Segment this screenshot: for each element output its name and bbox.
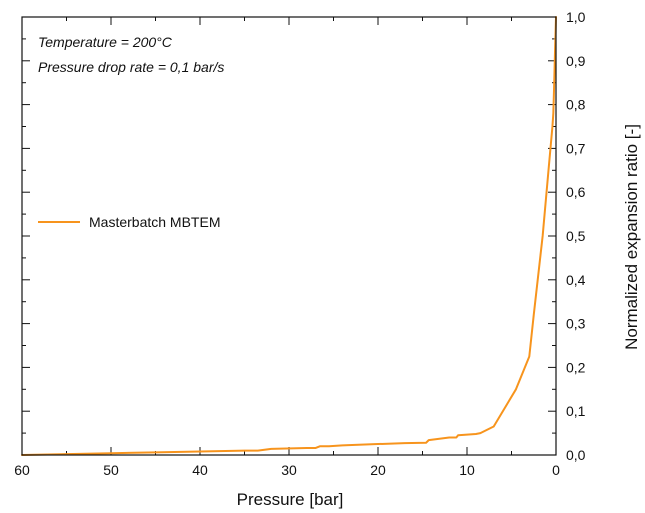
y-tick-label: 0,3 bbox=[566, 316, 586, 332]
y-tick-label: 1,0 bbox=[566, 9, 586, 25]
y-tick-label: 0,2 bbox=[566, 359, 586, 375]
plot-frame bbox=[21, 16, 557, 456]
x-tick-label: 60 bbox=[14, 462, 30, 478]
x-axis-title: Pressure [bar] bbox=[237, 490, 344, 509]
x-tick-label: 40 bbox=[192, 462, 208, 478]
x-tick-label: 0 bbox=[552, 462, 560, 478]
y-tick-label: 0,5 bbox=[566, 228, 586, 244]
annotation-pressure-drop-rate: Pressure drop rate = 0,1 bar/s bbox=[38, 59, 224, 75]
axis-tick-labels: 60 50 40 30 20 10 0 0,0 0,1 0,2 0,3 0,4 0,5 0,6 0,7 0,8… bbox=[14, 9, 585, 478]
series-line-masterbatch-mbtem bbox=[21, 16, 557, 456]
y-tick-label: 0,8 bbox=[566, 97, 586, 113]
series-layer bbox=[21, 16, 557, 456]
y-axis-title: Normalized expansion ratio [-] bbox=[622, 124, 641, 350]
x-tick-label: 20 bbox=[370, 462, 386, 478]
y-tick-label: 0,9 bbox=[566, 53, 586, 69]
annotations: Temperature = 200°C Pressure drop rate =… bbox=[38, 34, 224, 75]
legend: Masterbatch MBTEM bbox=[38, 214, 220, 230]
y-tick-label: 0,6 bbox=[566, 184, 586, 200]
y-tick-label: 0,1 bbox=[566, 403, 586, 419]
x-tick-label: 50 bbox=[103, 462, 119, 478]
y-tick-label: 0,0 bbox=[566, 447, 586, 463]
y-tick-label: 0,7 bbox=[566, 140, 586, 156]
y-tick-label: 0,4 bbox=[566, 272, 586, 288]
x-tick-label: 30 bbox=[281, 462, 297, 478]
x-tick-label: 10 bbox=[459, 462, 475, 478]
legend-label-masterbatch: Masterbatch MBTEM bbox=[89, 214, 220, 230]
annotation-temperature: Temperature = 200°C bbox=[38, 34, 173, 50]
